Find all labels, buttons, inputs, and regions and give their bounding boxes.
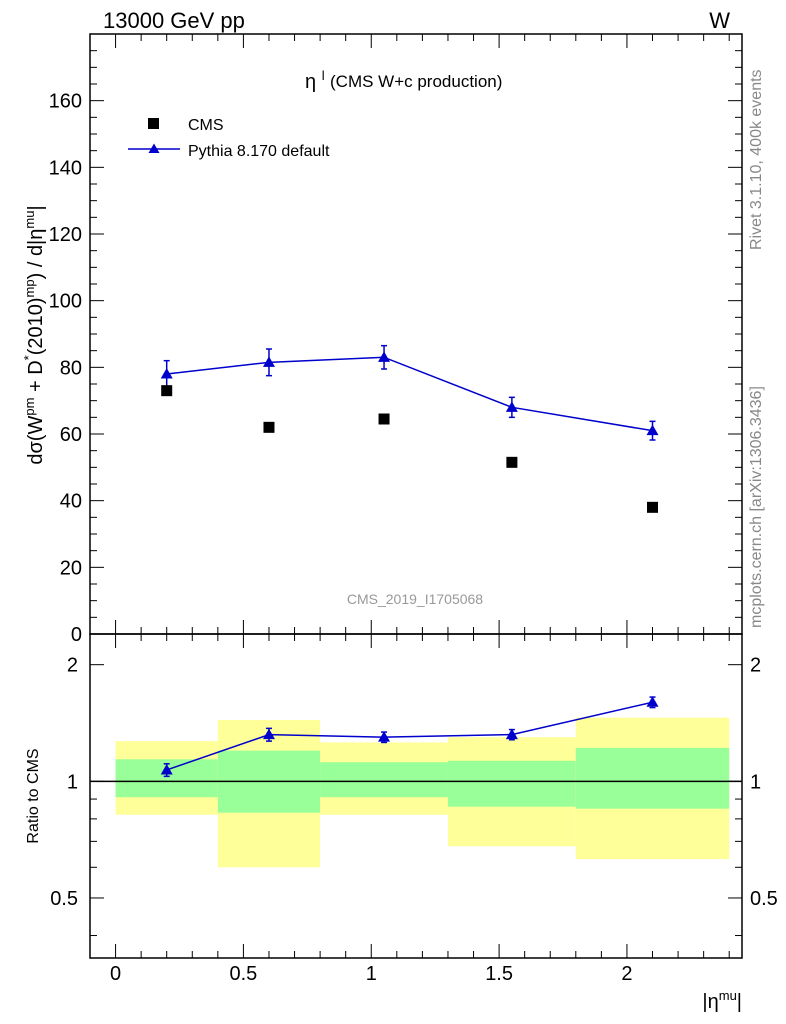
cms-point [647,501,659,513]
ratio-y-tick-label: 0.5 [50,888,78,910]
ratio-point [378,731,391,742]
title-symbol: η [305,71,316,93]
y-tick-label: 100 [49,291,82,313]
watermark: CMS_2019_I1705068 [347,591,483,607]
plot-title-symbol: η l [305,68,325,93]
mcplots-label: mcplots.cern.ch [arXiv:1306.3436] [748,386,765,628]
uncertainty-band-inner [575,747,730,809]
y-tick-label: 20 [60,557,82,579]
pythia-point [505,401,518,412]
top-panel [160,344,659,513]
title-symbol-sup: l [322,68,325,83]
header-right: W [709,8,730,33]
pythia-point [378,351,391,362]
y-tick-label: 160 [49,91,82,113]
ratio-y-tick-label: 2 [67,655,78,677]
ratio-point [646,696,659,707]
legend-marker-cms [148,118,159,129]
pythia-line [166,356,653,432]
y-tick-label: 40 [60,491,82,513]
ratio-y-tick-label-right: 0.5 [750,888,778,910]
cms-point [161,385,173,397]
y-tick-label: 80 [60,357,82,379]
x-tick-label: 2 [621,963,632,985]
y-tick-label: 60 [60,424,82,446]
pythia-point [262,356,275,367]
y-tick-label: 120 [49,224,82,246]
cms-point [378,413,390,425]
ratio-point [160,763,173,775]
legend-label-pythia: Pythia 8.170 default [188,143,330,160]
legend: CMS Pythia 8.170 default [128,117,330,160]
pythia-point [646,424,659,436]
x-tick-label: 0 [110,963,121,985]
ratio-y-axis-label: Ratio to CMS [25,748,42,843]
y-tick-label: 140 [49,157,82,179]
legend-marker-pythia [148,143,160,153]
x-tick-label: 1 [366,963,377,985]
cms-point [506,456,518,468]
ratio-panel-border [89,633,743,959]
plot-title: (CMS W+c production) [330,72,502,91]
ratio-point [505,728,518,740]
x-tick-label: 0.5 [230,963,258,985]
x-axis-label: |ηmu| [702,988,742,1013]
y-tick-label: 0 [71,624,82,646]
ratio-point [262,728,275,740]
legend-label-cms: CMS [188,117,224,134]
x-tick-label: 1.5 [485,963,513,985]
cms-point [263,421,275,433]
rivet-label: Rivet 3.1.10, 400k events [748,69,765,250]
ratio-y-tick-label-right: 1 [750,771,761,793]
y-axis-label: dσ(Wpm + D*(2010)mp) / d|ηmu| [21,205,47,464]
ratio-panel-frame: 0.5 0.5 1 1 2 2 0 0.5 1 1.5 2 [50,633,778,985]
top-panel-frame: 0 20 40 60 80 100 120 140 160 [49,33,743,646]
uncertainty-band-inner [320,762,448,798]
ratio-y-tick-label-right: 2 [750,655,761,677]
uncertainty-band-inner [447,760,576,807]
ratio-panel [90,696,742,868]
header-left: 13000 GeV pp [103,8,245,33]
ratio-y-tick-label: 1 [67,771,78,793]
pythia-point [160,368,173,379]
